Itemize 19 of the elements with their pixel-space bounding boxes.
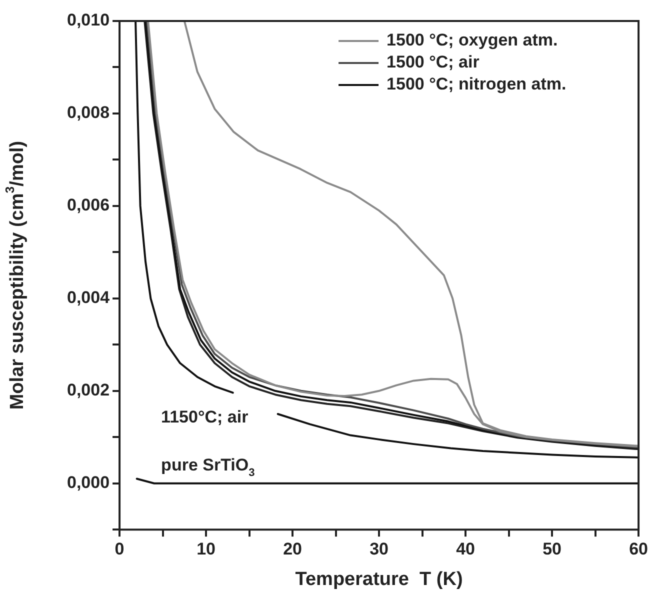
x-tick-label: 20 — [283, 539, 302, 558]
x-tick-label: 50 — [542, 539, 562, 558]
y-tick-label: 0,000 — [66, 473, 110, 492]
annotation: 1150°C; air — [161, 407, 249, 426]
y-tick-label: 0,004 — [66, 288, 110, 308]
y-tick-label: 0,010 — [66, 10, 110, 30]
legend-label: 1500 °C; nitrogen atm. — [386, 74, 566, 94]
legend-label: 1500 °C; oxygen atm. — [386, 30, 558, 50]
x-tick-label: 30 — [370, 539, 389, 558]
x-tick-label: 10 — [196, 539, 216, 558]
x-tick-label: 0 — [114, 539, 124, 558]
y-tick-label: 0,008 — [66, 103, 110, 122]
x-tick-label: 60 — [629, 539, 648, 558]
x-tick-label: 40 — [456, 539, 476, 558]
y-tick-label: 0,006 — [66, 196, 110, 215]
y-tick-label: 0,002 — [66, 380, 110, 400]
x-axis-title: Temperature T (K) — [295, 569, 463, 590]
y-axis-title: Molar susceptibility (cm3/mol) — [2, 140, 28, 410]
legend-label: 1500 °C; air — [386, 52, 480, 72]
